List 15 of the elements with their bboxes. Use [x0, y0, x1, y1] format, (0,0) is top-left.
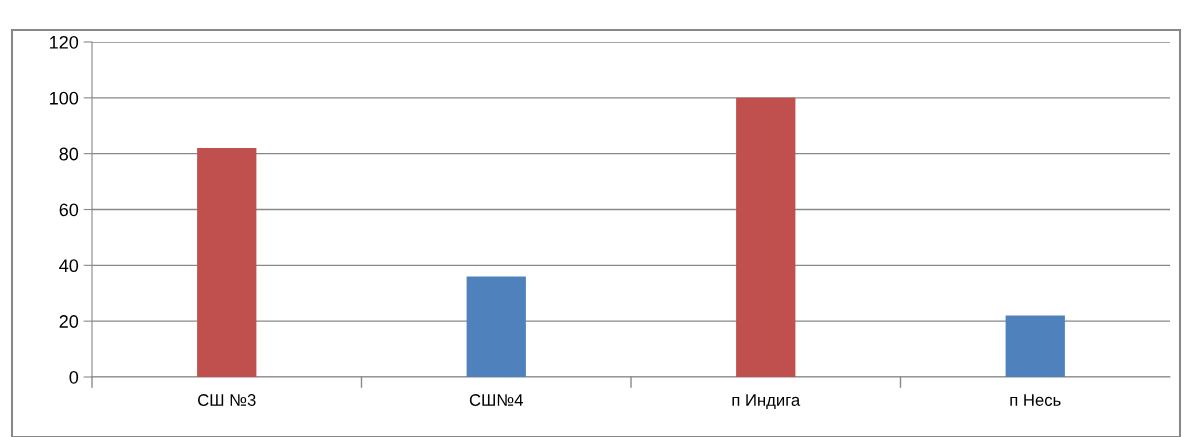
bar — [736, 97, 796, 377]
y-tick-label: 0 — [69, 370, 79, 384]
y-tick-label: 40 — [59, 259, 79, 273]
x-tick-label: п Индига — [732, 394, 801, 410]
y-tick-label: 60 — [59, 203, 79, 217]
y-tick-label: 80 — [59, 147, 79, 161]
y-tick-label: 120 — [50, 35, 79, 49]
x-tick-label: п Несь — [1010, 394, 1061, 406]
bar — [1005, 315, 1065, 377]
y-tick-label: 20 — [59, 315, 79, 328]
y-tick-label: 100 — [50, 91, 79, 105]
bar — [466, 276, 526, 377]
bar — [197, 148, 257, 377]
x-tick-label: СШ №3 — [198, 394, 256, 406]
x-tick-label: СШ№4 — [469, 394, 523, 406]
